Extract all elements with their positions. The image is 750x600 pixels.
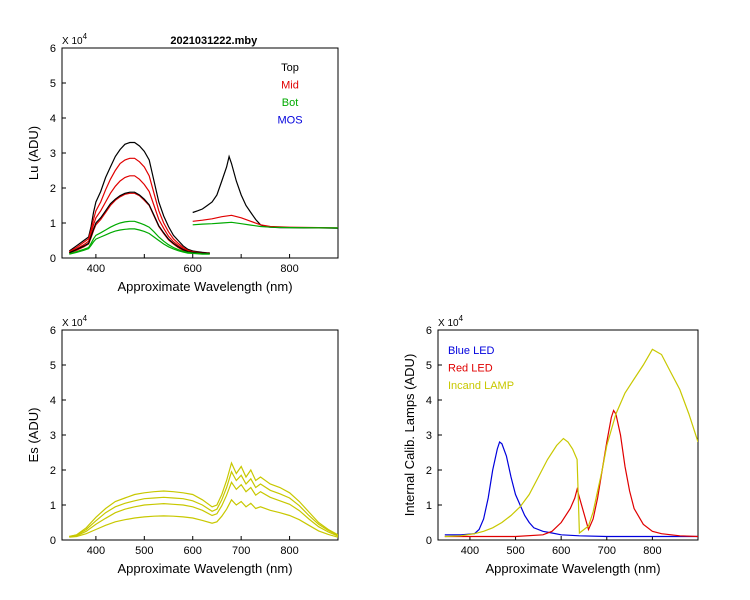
series-line-bot-2 [69, 228, 210, 255]
x-tick-label: 400 [87, 545, 105, 557]
y-tick-label: 1 [50, 500, 56, 512]
y-tick-label: 5 [50, 360, 56, 372]
series-line-top-2 [69, 191, 210, 254]
series-line-blue-led [444, 441, 698, 538]
series-line-red-led [444, 409, 698, 538]
legend-entry-bot: Bot [282, 97, 299, 109]
x-tick-label: 700 [232, 545, 250, 557]
series-line-es-3 [69, 481, 338, 538]
x-tick-label: 400 [461, 545, 479, 557]
y-multiplier-base: X 10 [62, 36, 83, 47]
legend-entry-mos: MOS [277, 115, 302, 127]
y-multiplier: X 104 [438, 314, 464, 329]
series-group [68, 141, 338, 255]
x-tick-label: 800 [280, 263, 298, 275]
y-multiplier-base: X 10 [438, 318, 459, 329]
y-multiplier-exponent: 4 [83, 32, 88, 41]
x-tick-label: 800 [280, 545, 298, 557]
series-line-bot-vis [192, 221, 338, 229]
plot-frame [437, 329, 699, 541]
chart-title: 2021031222.mby [170, 35, 258, 47]
y-tick-label: 0 [50, 253, 56, 265]
legend-entry-top: Top [281, 62, 299, 74]
y-tick-label: 2 [50, 183, 56, 195]
y-multiplier-base: X 10 [62, 318, 83, 329]
series-group [69, 461, 338, 538]
series-line-mid [68, 157, 210, 254]
legend-entry-incand-lamp: Incand LAMP [448, 380, 514, 392]
x-tick-label: 600 [552, 545, 570, 557]
y-tick-label: 3 [426, 430, 432, 442]
legend-entry-red-led: Red LED [448, 363, 493, 375]
y-tick-label: 3 [50, 430, 56, 442]
x-axis-label: Approximate Wavelength (nm) [485, 561, 660, 576]
series-line-mid-2 [69, 175, 210, 254]
series-line-top-vis [192, 154, 338, 229]
y-tick-label: 4 [426, 395, 432, 407]
y-tick-label: 0 [426, 535, 432, 547]
series-line-es-2 [69, 470, 338, 538]
y-multiplier-exponent: 4 [459, 314, 464, 323]
y-multiplier: X 104 [62, 314, 88, 329]
series-group [444, 348, 698, 538]
x-tick-label: 600 [184, 545, 202, 557]
y-axis-label: Lu (ADU) [26, 126, 41, 180]
series-line-incand-lamp [444, 348, 698, 538]
series-line-es-4 [69, 498, 338, 538]
x-tick-label: 700 [598, 545, 616, 557]
series-line-top [68, 141, 210, 254]
y-tick-label: 1 [50, 218, 56, 230]
series-line-es-1 [69, 461, 338, 538]
y-tick-label: 6 [426, 325, 432, 337]
y-tick-label: 6 [50, 43, 56, 55]
x-axis-label: Approximate Wavelength (nm) [117, 561, 292, 576]
x-tick-label: 500 [135, 545, 153, 557]
x-tick-label: 400 [87, 263, 105, 275]
x-axis-label: Approximate Wavelength (nm) [117, 279, 292, 294]
y-tick-label: 6 [50, 325, 56, 337]
y-multiplier: X 104 [62, 32, 88, 47]
y-multiplier-exponent: 4 [83, 314, 88, 323]
y-axis-label: Es (ADU) [26, 408, 41, 463]
y-tick-label: 1 [426, 500, 432, 512]
y-tick-label: 0 [50, 535, 56, 547]
x-tick-label: 800 [643, 545, 661, 557]
x-tick-label: 500 [506, 545, 524, 557]
y-tick-label: 5 [426, 360, 432, 372]
y-tick-label: 4 [50, 395, 56, 407]
y-tick-label: 2 [426, 465, 432, 477]
series-line-mid-vis [192, 214, 338, 229]
legend-entry-mid: Mid [281, 80, 299, 92]
y-tick-label: 5 [50, 78, 56, 90]
y-tick-label: 4 [50, 113, 56, 125]
x-tick-label: 600 [184, 263, 202, 275]
legend-entry-blue-led: Blue LED [448, 345, 495, 357]
y-tick-label: 3 [50, 148, 56, 160]
y-axis-label: Internal Calib. Lamps (ADU) [402, 354, 417, 517]
series-line-bot [69, 220, 210, 255]
y-tick-label: 2 [50, 465, 56, 477]
